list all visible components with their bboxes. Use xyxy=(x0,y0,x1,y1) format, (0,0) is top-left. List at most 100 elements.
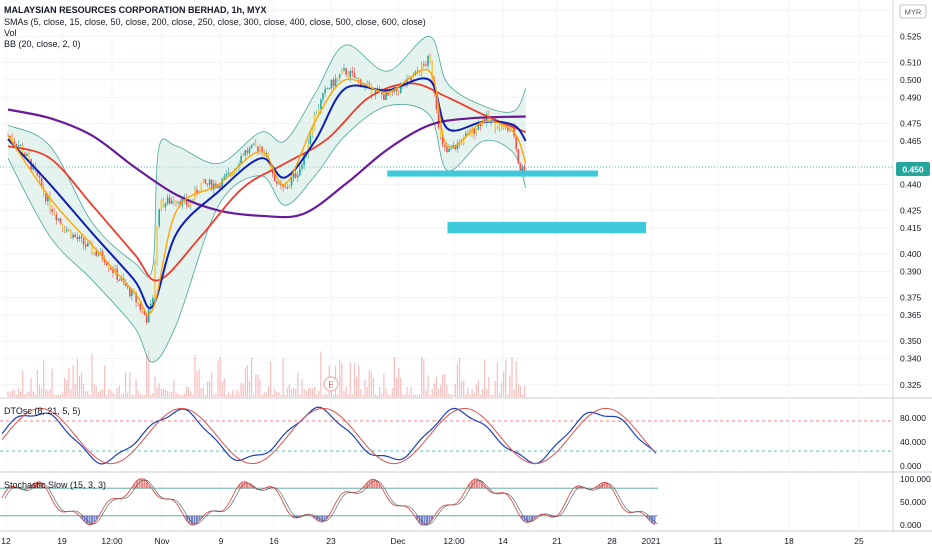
volume-bar xyxy=(467,387,469,397)
candle-body xyxy=(366,82,368,84)
volume-bar xyxy=(393,357,395,397)
volume-bar xyxy=(68,367,70,397)
candle-body xyxy=(204,179,207,184)
candle-body xyxy=(110,267,112,270)
volume-bar xyxy=(143,394,146,397)
candle-body xyxy=(219,185,221,189)
volume-bar xyxy=(41,388,43,397)
volume-bar xyxy=(381,393,383,397)
volume-bar xyxy=(486,388,488,397)
candle-body xyxy=(95,251,97,256)
price-tick-label: 0.400 xyxy=(900,249,922,259)
volume-bar xyxy=(57,394,59,397)
candle-body xyxy=(185,198,188,206)
price-axis[interactable]: 0.5400.5250.5100.5000.4900.4750.4650.440… xyxy=(900,5,922,390)
volume-bar xyxy=(120,394,122,397)
time-tick-label: 2021 xyxy=(642,536,661,546)
volume-bar xyxy=(95,386,97,397)
candle-body xyxy=(206,183,209,185)
volume-bar xyxy=(87,390,89,397)
volume-bar xyxy=(169,391,171,397)
volume-bar xyxy=(400,377,402,397)
candle-body xyxy=(519,163,522,173)
volume-bar xyxy=(15,394,17,397)
grid-lines xyxy=(0,0,893,531)
candle-body xyxy=(429,55,431,61)
volume-bar xyxy=(263,391,265,397)
candle-body xyxy=(490,119,492,121)
time-axis[interactable]: 12 19 12:00 Nov 9 16 23 Dec 12:00 14 21 28 2021 11 18 2… xyxy=(1,536,864,546)
stochastic-panel xyxy=(0,478,658,526)
candle-body xyxy=(322,93,324,100)
volume-bar xyxy=(17,388,20,397)
volume-bar xyxy=(125,372,127,397)
candle-body xyxy=(240,155,242,165)
volume-bar xyxy=(303,388,305,397)
candle-body xyxy=(139,303,142,310)
volume-bar xyxy=(148,349,150,397)
dtosc-legend[interactable]: DTOsc (8, 21, 5, 5) xyxy=(4,406,81,416)
candle-body xyxy=(162,199,165,208)
candle-body xyxy=(196,189,198,194)
candle-body xyxy=(425,64,427,66)
volume-bar xyxy=(179,394,181,397)
candle-body xyxy=(278,183,280,185)
volume-bar xyxy=(185,386,188,397)
volume-bar xyxy=(43,360,45,397)
volume-bar xyxy=(360,388,362,397)
volume-legend[interactable]: Vol xyxy=(4,28,17,38)
time-tick-label: 16 xyxy=(269,536,279,546)
price-tick-label: 0.325 xyxy=(900,380,922,390)
volume-bar xyxy=(330,388,332,397)
price-tick-label: 0.350 xyxy=(900,336,922,346)
candle-body xyxy=(156,225,158,265)
support-zone-2 xyxy=(447,221,647,234)
volume-bar xyxy=(158,383,160,397)
candle-body xyxy=(227,172,230,175)
volume-bar xyxy=(167,390,169,397)
volume-bars xyxy=(7,349,526,397)
candle-body xyxy=(502,125,505,129)
volume-bar xyxy=(318,390,320,397)
volume-bar xyxy=(377,394,379,397)
volume-bar xyxy=(316,394,318,397)
sma-legend[interactable]: SMAs (5, close, 15, close, 50, close, 20… xyxy=(4,17,426,27)
sma-50-line xyxy=(7,82,527,282)
price-tick-label: 0.510 xyxy=(900,57,922,67)
candle-body xyxy=(460,142,463,145)
volume-bar xyxy=(53,394,55,397)
volume-bar xyxy=(217,360,219,397)
candle-body xyxy=(448,148,450,152)
earnings-marker[interactable]: E xyxy=(323,376,339,392)
candle-body xyxy=(353,72,356,78)
stoch-k-line xyxy=(1,478,655,526)
volume-bar xyxy=(106,394,108,397)
volume-bar xyxy=(135,379,137,397)
volume-bar xyxy=(261,395,263,397)
candle-body xyxy=(244,150,247,156)
candle-body xyxy=(202,179,205,183)
volume-bar xyxy=(406,387,408,397)
volume-bar xyxy=(431,388,433,397)
stoch-legend[interactable]: Stochastic Slow (15, 3, 3) xyxy=(4,480,107,490)
candle-body xyxy=(397,91,400,93)
volume-bar xyxy=(188,387,190,397)
candle-body xyxy=(82,237,85,245)
moving-averages xyxy=(7,68,527,316)
candle-body xyxy=(355,77,358,79)
candle-body xyxy=(137,302,139,304)
candle-body xyxy=(51,208,53,213)
volume-bar xyxy=(253,394,255,397)
candle-body xyxy=(9,135,11,138)
support-zones[interactable] xyxy=(387,170,647,234)
last-price-label: 0.450 xyxy=(902,165,924,175)
candle-body xyxy=(97,255,100,257)
volume-bar xyxy=(238,392,240,397)
volume-bar xyxy=(66,380,68,397)
candle-body xyxy=(383,94,385,101)
bb-legend[interactable]: BB (20, close, 2, 0) xyxy=(4,39,81,49)
volume-bar xyxy=(278,392,280,397)
volume-bar xyxy=(45,388,47,397)
volume-bar xyxy=(479,394,482,397)
